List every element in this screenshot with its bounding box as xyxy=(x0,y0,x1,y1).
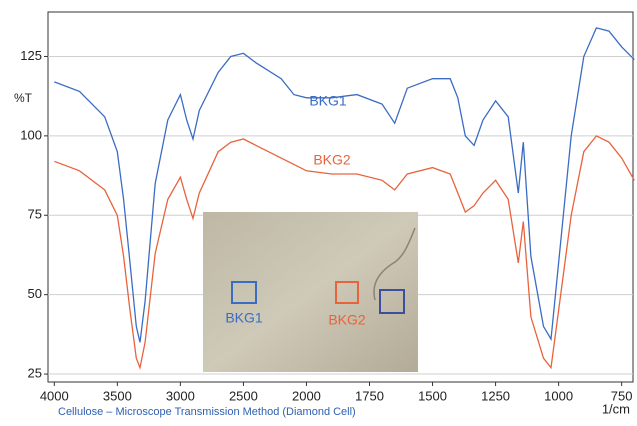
inset-label: BKG1 xyxy=(225,310,263,326)
x-tick-label: 4000 xyxy=(40,388,69,403)
bkg2-box xyxy=(335,281,359,304)
x-tick-label: 3000 xyxy=(166,388,195,403)
x-tick-label: 1500 xyxy=(418,388,447,403)
y-tick-label: 75 xyxy=(28,207,42,222)
sample-box xyxy=(379,289,405,314)
y-tick-label: 125 xyxy=(20,48,42,63)
legend-label: BKG2 xyxy=(313,152,351,168)
x-tick-label: 2000 xyxy=(292,388,321,403)
x-axis-label: 1/cm xyxy=(602,401,630,416)
legend-label: BKG1 xyxy=(309,93,347,109)
caption: Cellulose – Microscope Transmission Meth… xyxy=(58,406,356,418)
y-tick-label: 50 xyxy=(28,286,42,301)
spectrum-line xyxy=(54,27,635,343)
x-tick-label: 750 xyxy=(611,388,633,403)
x-tick-label: 2500 xyxy=(229,388,258,403)
x-tick-label: 1250 xyxy=(481,388,510,403)
inset-label: BKG2 xyxy=(328,312,366,328)
y-tick-label: 100 xyxy=(20,127,42,142)
spectrum-line xyxy=(54,135,635,371)
image-particle xyxy=(373,227,416,301)
y-axis-label: %T xyxy=(14,91,33,105)
y-tick-label: 25 xyxy=(28,365,42,380)
x-tick-label: 1000 xyxy=(544,388,573,403)
microscope-image xyxy=(203,212,418,372)
x-tick-label: 3500 xyxy=(103,388,132,403)
x-tick-label: 1750 xyxy=(355,388,384,403)
plot-frame xyxy=(47,11,634,383)
bkg1-box xyxy=(231,281,257,304)
